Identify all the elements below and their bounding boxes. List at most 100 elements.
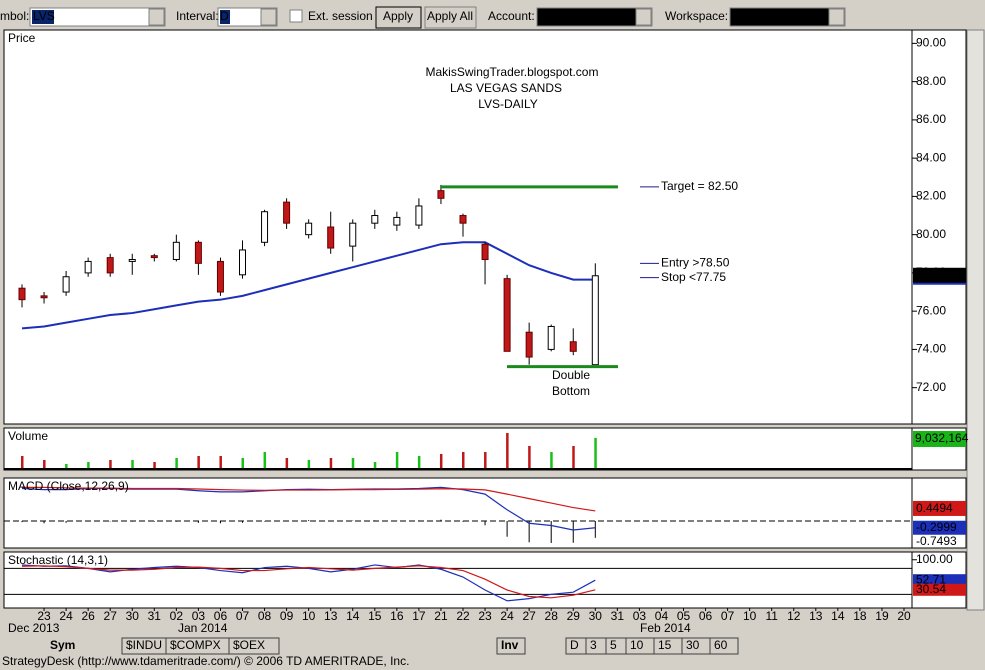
x-tick-label: 31 (611, 609, 625, 623)
x-tick-label: 13 (809, 609, 823, 623)
candle-body (172, 241, 180, 261)
x-tick-label: 03 (192, 609, 206, 623)
x-tick-label: 20 (897, 609, 911, 623)
x-tick-label: 15 (368, 609, 382, 623)
workspace-label: Workspace: (665, 9, 728, 23)
candle-body (216, 260, 224, 293)
y-tick-label: 86.00 (916, 112, 946, 126)
macd-box (913, 520, 966, 535)
volume-bar (109, 460, 112, 468)
month-label: Jan 2014 (178, 621, 228, 635)
interval-value: D (220, 9, 229, 23)
apply-button[interactable] (375, 6, 422, 29)
volume-bar (285, 458, 289, 468)
tab[interactable] (709, 637, 739, 655)
stoch-d (21, 565, 596, 599)
volume-bar (484, 452, 487, 468)
k-box (913, 574, 966, 587)
x-tick-label: 30 (126, 609, 140, 623)
interval-highlight (220, 10, 230, 24)
tab-label: 15 (658, 638, 672, 652)
symbol-box[interactable] (29, 7, 166, 27)
x-tick-label: 22 (456, 609, 470, 623)
panel-label: Stochastic (14,3,1) (8, 553, 108, 567)
y-tick-label: 88.00 (916, 74, 946, 88)
y-tick-label: 90.00 (916, 36, 946, 50)
volume-bar (351, 458, 355, 468)
d-box (913, 583, 966, 596)
candle-body (437, 190, 445, 199)
annotation-site: MakisSwingTrader.blogspot.com (426, 65, 599, 79)
histogram-label: -0.7493 (916, 534, 957, 548)
y-tick-label: 74.00 (916, 342, 946, 356)
dropdown-arrow[interactable] (828, 8, 845, 26)
candle-body (261, 211, 269, 243)
volume-bar (153, 462, 156, 468)
account-box[interactable] (536, 7, 653, 27)
volume-bar (439, 454, 443, 468)
x-tick-label: 27 (104, 609, 118, 623)
tab-label: 10 (630, 638, 644, 652)
tab-sym: Sym (50, 638, 75, 652)
x-tick-label: 13 (324, 609, 338, 623)
stoch-k (21, 564, 596, 602)
volume-bar (462, 452, 465, 468)
last-price-box (913, 267, 966, 284)
annotation: Entry >78.50 (661, 256, 730, 270)
x-tick-label: 24 (59, 609, 73, 623)
dropdown-arrow[interactable] (635, 8, 652, 26)
candle-body (18, 287, 26, 301)
candle-body (547, 325, 555, 350)
status-text: StrategyDesk (http://www.tdameritrade.co… (2, 654, 409, 668)
k-label: 52.71 (916, 572, 946, 586)
candle-body (128, 259, 136, 262)
volume-bar (329, 458, 333, 468)
x-tick-label: 28 (545, 609, 559, 623)
volume-bar (550, 452, 553, 468)
apply-text: Apply (383, 9, 413, 23)
apply-all-button[interactable] (424, 6, 477, 29)
x-tick-label: 08 (258, 609, 272, 623)
x-tick-label: 31 (148, 609, 162, 623)
tab-inv: Inv (501, 638, 519, 652)
workspace-box[interactable] (729, 7, 846, 27)
y-tick-label: 72.00 (916, 380, 946, 394)
annotation-bottom: Bottom (552, 384, 590, 398)
signal-label: 0.4494 (916, 501, 953, 515)
volume-bar (307, 460, 311, 468)
x-tick-label: 29 (567, 609, 581, 623)
candle-body (591, 275, 599, 366)
annotation-ticker: LVS-DAILY (478, 97, 538, 111)
ext-session-checkbox[interactable] (289, 9, 303, 23)
x-tick-label: 05 (677, 609, 691, 623)
tab[interactable] (496, 637, 526, 655)
candle-body (569, 341, 577, 352)
symbol-label: mbol: (0, 9, 29, 23)
candle-body (503, 278, 511, 352)
volume-bar (219, 456, 222, 468)
x-tick-label: 23 (478, 609, 492, 623)
tab-label: $OEX (233, 638, 265, 652)
volume-bar (528, 446, 531, 468)
x-tick-label: 19 (875, 609, 889, 623)
x-tick-label: 07 (721, 609, 735, 623)
panel-label: MACD (Close,12,26,9) (8, 479, 129, 493)
apply-all-text: Apply All (427, 9, 473, 23)
volume-bar (197, 456, 200, 468)
tab[interactable] (228, 637, 280, 655)
x-tick-label: 07 (236, 609, 250, 623)
volume-bar (175, 458, 178, 468)
x-tick-label: 26 (81, 609, 95, 623)
dropdown-arrow[interactable] (260, 8, 277, 26)
volume-bar (594, 437, 597, 468)
account-label: Account: (488, 9, 535, 23)
candle-body (84, 260, 92, 274)
month-label: Dec 2013 (8, 621, 60, 635)
candle-body (150, 255, 158, 259)
y-tick-label: 100.00 (916, 552, 953, 566)
y-tick-label: 82.00 (916, 189, 946, 203)
tab-label: 5 (610, 638, 617, 652)
dropdown-arrow[interactable] (148, 8, 165, 26)
scrollbar[interactable] (966, 29, 985, 611)
